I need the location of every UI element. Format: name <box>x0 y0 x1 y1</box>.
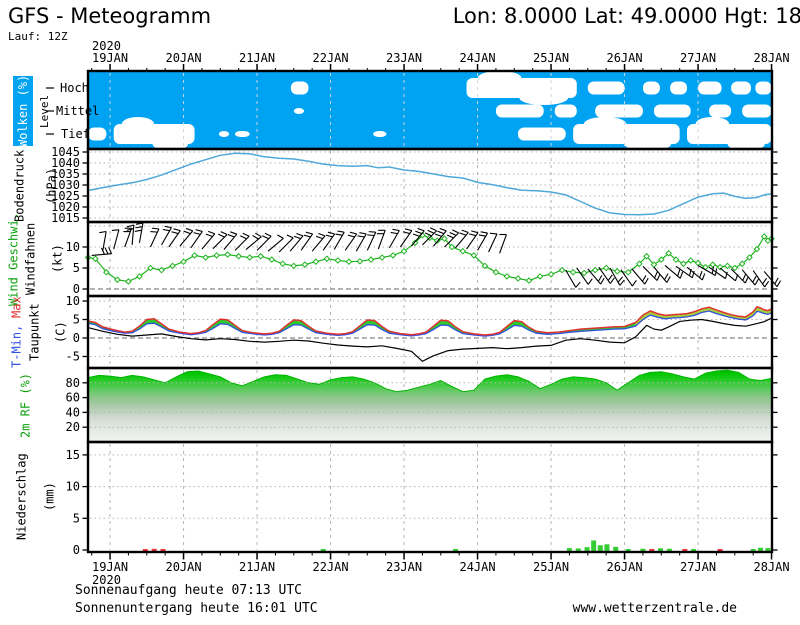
svg-text:20JAN: 20JAN <box>165 560 201 574</box>
svg-text:19JAN: 19JAN <box>92 560 128 574</box>
svg-text:21JAN: 21JAN <box>239 560 275 574</box>
precip-panel-label: Niederschlag <box>14 453 29 541</box>
svg-text:22JAN: 22JAN <box>312 560 348 574</box>
svg-text:0: 0 <box>73 543 80 557</box>
svg-text:5: 5 <box>73 261 80 275</box>
svg-text:1040: 1040 <box>51 156 80 170</box>
svg-text:26JAN: 26JAN <box>606 560 642 574</box>
svg-text:22JAN: 22JAN <box>312 51 348 65</box>
svg-text:2020: 2020 <box>92 39 121 53</box>
svg-text:-5: -5 <box>66 350 80 364</box>
temp-min-label: T-Min, <box>9 324 24 368</box>
svg-text:28JAN: 28JAN <box>753 51 789 65</box>
svg-text:15: 15 <box>66 448 80 462</box>
svg-text:60: 60 <box>66 391 80 405</box>
svg-text:27JAN: 27JAN <box>680 51 716 65</box>
svg-text:20JAN: 20JAN <box>165 51 201 65</box>
pressure-unit-label: (hPa) <box>44 167 59 204</box>
svg-text:1030: 1030 <box>51 178 80 192</box>
svg-text:1015: 1015 <box>51 211 80 225</box>
website-label: www.wetterzentrale.de <box>572 601 737 616</box>
svg-text:0: 0 <box>73 282 80 296</box>
svg-text:2020: 2020 <box>92 573 121 587</box>
clouds-panel-label: Wolken (%) <box>13 75 33 147</box>
wind-speed-label: Wind Geschwi. <box>6 212 21 306</box>
svg-text:20: 20 <box>66 420 80 434</box>
temp-unit-label: (C) <box>53 321 68 343</box>
svg-text:1025: 1025 <box>51 189 80 203</box>
temp-max-label: Max <box>9 296 24 319</box>
cloud-level-hoch: Hoch <box>60 81 89 95</box>
svg-text:23JAN: 23JAN <box>386 560 422 574</box>
temp-minmax-label: T-Min, Max <box>9 296 24 368</box>
svg-text:27JAN: 27JAN <box>680 560 716 574</box>
svg-text:19JAN: 19JAN <box>92 51 128 65</box>
svg-text:0: 0 <box>73 331 80 345</box>
svg-text:25JAN: 25JAN <box>533 51 569 65</box>
svg-text:5: 5 <box>73 511 80 525</box>
cloud-level-tief: Tief <box>61 127 90 141</box>
coords-label: Lon: 8.0000 Lat: 49.0000 Hgt: 18 <box>452 4 800 28</box>
wind-barbs-label: Windfahnen <box>23 222 38 296</box>
svg-text:23JAN: 23JAN <box>386 51 422 65</box>
page-title: GFS - Meteogramm <box>8 4 212 28</box>
svg-text:21JAN: 21JAN <box>239 51 275 65</box>
svg-text:5: 5 <box>73 313 80 327</box>
sunrise-label: Sonnenaufgang heute 07:13 UTC <box>75 583 302 598</box>
svg-text:25JAN: 25JAN <box>533 560 569 574</box>
cloud-level-mittel: Mittel <box>56 104 100 118</box>
dewpoint-label: Taupunkt <box>27 303 42 361</box>
svg-text:40: 40 <box>66 405 80 419</box>
svg-text:10: 10 <box>66 240 80 254</box>
svg-text:1020: 1020 <box>51 200 80 214</box>
wind-unit-label: (kt) <box>50 244 65 274</box>
svg-text:80: 80 <box>66 376 80 390</box>
svg-text:1045: 1045 <box>51 145 80 159</box>
precip-unit-label: (mm) <box>42 482 57 512</box>
svg-text:26JAN: 26JAN <box>606 51 642 65</box>
svg-text:24JAN: 24JAN <box>459 51 495 65</box>
sunset-label: Sonnenuntergang heute 16:01 UTC <box>75 601 318 616</box>
svg-text:1035: 1035 <box>51 167 80 181</box>
svg-text:24JAN: 24JAN <box>459 560 495 574</box>
svg-text:10: 10 <box>66 294 80 308</box>
svg-text:28JAN: 28JAN <box>753 560 789 574</box>
clouds-level-label: Level <box>38 94 51 128</box>
svg-text:10: 10 <box>66 480 80 494</box>
run-label: Lauf: 12Z <box>8 30 68 43</box>
humidity-panel-label: 2m RF (%) <box>18 372 33 438</box>
